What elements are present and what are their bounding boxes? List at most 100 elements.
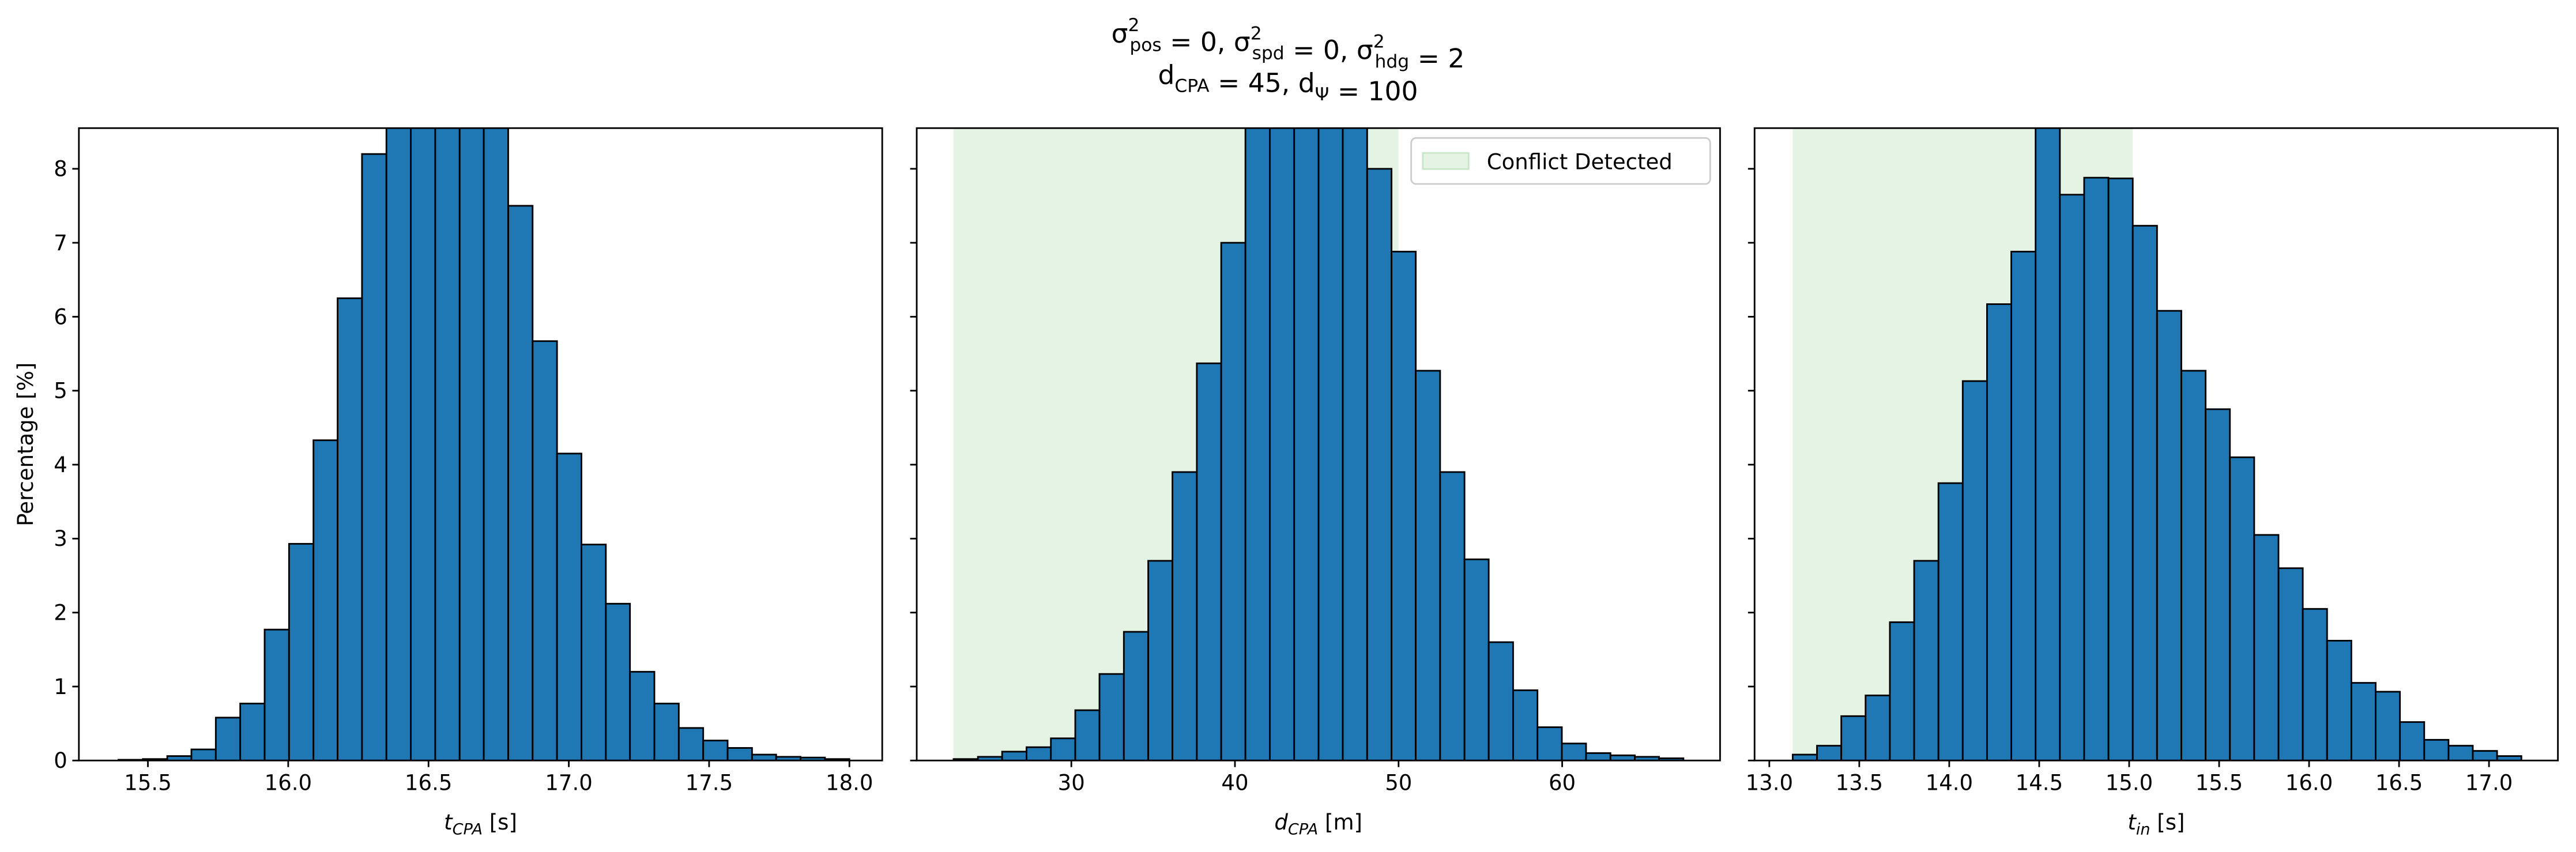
bar <box>1536 726 1563 761</box>
bar <box>1026 746 1052 761</box>
bar <box>1961 380 1988 761</box>
x-axis-label-part: in <box>2136 821 2151 839</box>
title-text: σ <box>1112 18 1128 49</box>
bar <box>312 439 338 761</box>
bar <box>458 128 485 761</box>
x-tick-label: 30 <box>1058 771 1085 796</box>
legend-patch <box>1422 152 1470 170</box>
bar <box>1293 128 1320 761</box>
bar <box>2156 310 2182 761</box>
x-axis-label-part: [s] <box>483 810 517 835</box>
bar <box>2229 456 2255 761</box>
bar <box>190 748 217 761</box>
bar <box>653 703 680 761</box>
title-sub: CPA <box>1174 76 1210 97</box>
legend-box <box>1410 137 1711 185</box>
x-tick-label: 13.0 <box>1746 771 1793 796</box>
bar <box>532 340 558 761</box>
bar <box>1840 715 1867 761</box>
bar <box>605 602 631 761</box>
x-axis-label: dCPA [m] <box>1274 810 1362 839</box>
x-tick-label: 16.0 <box>265 771 312 796</box>
x-axis-label-part: CPA <box>1288 821 1318 839</box>
x-tick-label: 50 <box>1385 771 1412 796</box>
bar <box>1561 742 1587 761</box>
bar <box>1512 689 1539 761</box>
bar <box>2277 567 2304 761</box>
x-tick-label: 17.0 <box>2465 771 2513 796</box>
bar <box>1050 737 1076 761</box>
bar <box>1366 168 1392 761</box>
bar <box>239 703 266 761</box>
bar <box>677 727 705 761</box>
bar <box>2010 251 2037 761</box>
title-text: = 0, <box>1285 35 1357 66</box>
bar <box>1098 673 1125 761</box>
bar <box>1269 128 1295 761</box>
bar <box>1342 128 1368 761</box>
x-tick-label: 60 <box>1549 771 1576 796</box>
bar <box>1220 242 1246 761</box>
bar <box>2326 640 2352 761</box>
y-tick-label: 0 <box>54 748 67 773</box>
title-sub: spd <box>1252 43 1285 64</box>
bar <box>1147 560 1174 761</box>
bar <box>1913 560 1939 761</box>
x-axis-label-part: [s] <box>2151 810 2185 835</box>
plot-area <box>952 128 1685 761</box>
title-text: d <box>1158 59 1174 90</box>
bar <box>507 205 534 761</box>
bar <box>2083 176 2110 761</box>
bar <box>1585 752 1611 761</box>
title-text: = 0, <box>1162 27 1234 57</box>
x-tick-label: 40 <box>1221 771 1248 796</box>
y-axis-label: Percentage [%] <box>13 363 38 526</box>
x-tick-label: 17.5 <box>686 771 733 796</box>
bar <box>2131 225 2158 761</box>
x-tick-label: 15.0 <box>2106 771 2153 796</box>
x-tick-label: 15.5 <box>124 771 171 796</box>
bar <box>2107 178 2134 761</box>
bar <box>556 453 582 761</box>
title-sub: hdg <box>1375 51 1410 72</box>
bar <box>1123 631 1150 761</box>
bar <box>629 670 656 761</box>
bar <box>2472 750 2498 761</box>
bar <box>2302 608 2328 761</box>
bar <box>2423 738 2450 761</box>
title-text: = 2 <box>1409 43 1464 74</box>
x-tick-label: 14.5 <box>2016 771 2063 796</box>
title-text: σ <box>1357 35 1373 66</box>
x-axis-label-part: CPA <box>453 821 483 839</box>
bar <box>581 544 607 761</box>
bar <box>361 153 387 761</box>
x-tick-label: 16.5 <box>405 771 452 796</box>
x-axis-label-part: t <box>444 810 453 835</box>
title-text: σ <box>1234 27 1251 57</box>
axes-frame <box>78 127 883 761</box>
bar <box>1865 694 1891 761</box>
title-text: = 45, <box>1210 68 1298 99</box>
figure-title: σ2 pos = 0, σ2 spd = 0, σ2 hdg = 2 <box>1112 15 1465 74</box>
y-tick-label: 8 <box>54 157 67 182</box>
x-tick-label: 16.5 <box>2375 771 2423 796</box>
bar <box>2447 745 2474 761</box>
bar <box>2350 682 2377 761</box>
bar <box>1172 471 1198 761</box>
x-axis-label-part: [m] <box>1318 810 1362 835</box>
y-tick-label: 4 <box>54 453 67 477</box>
bar <box>288 542 315 761</box>
bar <box>1074 709 1101 761</box>
panel: 15.5 16.0 16.5 17.0 17.5 18.0 0 1 2 3 4 5 6 7 8 tCPA [s… <box>13 127 883 839</box>
x-axis-label-part: t <box>2127 810 2137 835</box>
x-axis-label-part: d <box>1274 810 1288 835</box>
bar <box>751 753 777 761</box>
bar <box>483 128 509 761</box>
x-tick-label: 16.0 <box>2285 771 2333 796</box>
axes-frame <box>916 127 1721 761</box>
bar <box>1196 362 1222 761</box>
bar <box>2375 691 2401 761</box>
legend-label: Conflict Detected <box>1487 149 1673 174</box>
